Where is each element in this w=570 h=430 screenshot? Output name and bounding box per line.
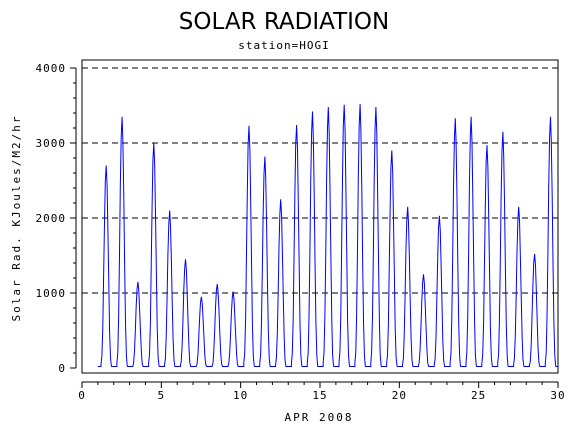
chart-title: SOLAR RADIATION bbox=[179, 9, 389, 35]
x-tick-label: 15 bbox=[312, 389, 327, 402]
y-axis: 0 1000 2000 3000 4000 bbox=[36, 62, 77, 375]
y-axis-label: Solar Rad. KJoules/M2/hr bbox=[10, 115, 23, 322]
y-tick-label: 1000 bbox=[36, 287, 67, 300]
y-tick-label: 4000 bbox=[36, 62, 67, 75]
x-tick-label: 30 bbox=[550, 389, 565, 402]
radiation-line bbox=[97, 103, 558, 367]
series-solar-radiation bbox=[97, 103, 558, 367]
x-axis: 0 5 10 15 20 25 30 bbox=[78, 381, 565, 402]
x-tick-label: 10 bbox=[233, 389, 248, 402]
y-tick-label: 2000 bbox=[36, 212, 67, 225]
x-tick-label: 0 bbox=[78, 389, 86, 402]
x-tick-label: 25 bbox=[471, 389, 486, 402]
x-tick-label: 20 bbox=[392, 389, 407, 402]
plot-frame bbox=[81, 59, 559, 374]
y-tick-label: 0 bbox=[58, 362, 66, 375]
grid-lines bbox=[82, 67, 558, 294]
y-tick-label: 3000 bbox=[36, 137, 67, 150]
x-axis-label: APR 2008 bbox=[285, 411, 354, 424]
x-tick-label: 5 bbox=[158, 389, 166, 402]
chart-subtitle: station=HOGI bbox=[238, 39, 329, 52]
